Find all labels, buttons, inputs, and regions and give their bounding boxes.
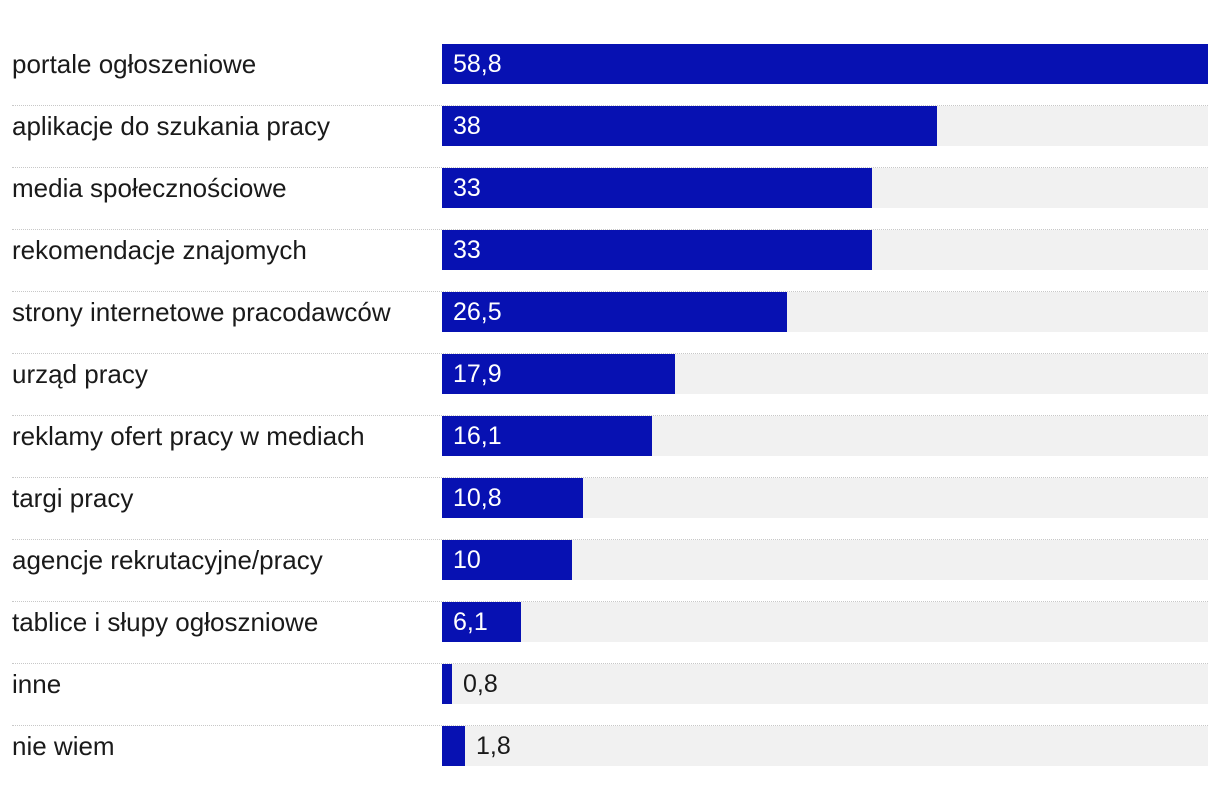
bar — [442, 44, 1208, 84]
category-label: aplikacje do szukania pracy — [12, 111, 330, 141]
bar-row: portale ogłoszeniowe 58,8 — [12, 44, 1208, 106]
bar-track: 33 — [442, 230, 1208, 270]
row-divider — [12, 353, 1208, 354]
category-label: agencje rekrutacyjne/pracy — [12, 545, 323, 575]
bar — [442, 602, 521, 642]
value-label: 58,8 — [453, 50, 502, 78]
bar-row: inne 0,8 — [12, 664, 1208, 726]
value-label: 16,1 — [453, 422, 502, 450]
bar — [442, 354, 675, 394]
category-label: media społecznościowe — [12, 173, 287, 203]
bar-track: 1,8 — [442, 726, 1208, 766]
row-divider — [12, 291, 1208, 292]
bar-track: 0,8 — [442, 664, 1208, 704]
value-label: 1,8 — [476, 732, 511, 760]
bar-track: 38 — [442, 106, 1208, 146]
row-divider — [12, 725, 1208, 726]
value-label: 33 — [453, 174, 481, 202]
value-label: 6,1 — [453, 608, 488, 636]
bar-track: 33 — [442, 168, 1208, 208]
bar — [442, 726, 465, 766]
bar-row: tablice i słupy ogłoszniowe 6,1 — [12, 602, 1208, 664]
row-divider — [12, 105, 1208, 106]
category-label: reklamy ofert pracy w mediach — [12, 421, 365, 451]
bar — [442, 416, 652, 456]
row-divider — [12, 229, 1208, 230]
bar-row: strony internetowe pracodawców 26,5 — [12, 292, 1208, 354]
value-label: 10,8 — [453, 484, 502, 512]
bar — [442, 478, 583, 518]
bar-row: media społecznościowe 33 — [12, 168, 1208, 230]
value-label: 0,8 — [463, 670, 498, 698]
value-label: 38 — [453, 112, 481, 140]
bar-track: 58,8 — [442, 44, 1208, 84]
bar-row: aplikacje do szukania pracy 38 — [12, 106, 1208, 168]
category-label: inne — [12, 669, 62, 699]
bar-row: agencje rekrutacyjne/pracy 10 — [12, 540, 1208, 602]
bar-track: 16,1 — [442, 416, 1208, 456]
category-label: strony internetowe pracodawców — [12, 297, 391, 327]
bar-row: nie wiem 1,8 — [12, 726, 1208, 788]
bar — [442, 664, 452, 704]
bar — [442, 230, 872, 270]
category-label: urząd pracy — [12, 359, 148, 389]
bar-track: 10,8 — [442, 478, 1208, 518]
bar-row: urząd pracy 17,9 — [12, 354, 1208, 416]
category-label: rekomendacje znajomych — [12, 235, 307, 265]
bar-track: 10 — [442, 540, 1208, 580]
category-label: portale ogłoszeniowe — [12, 49, 257, 79]
bar-track: 6,1 — [442, 602, 1208, 642]
bar-row: rekomendacje znajomych 33 — [12, 230, 1208, 292]
row-divider — [12, 167, 1208, 168]
bar-track: 26,5 — [442, 292, 1208, 332]
category-label: nie wiem — [12, 731, 115, 761]
row-divider — [12, 663, 1208, 664]
row-divider — [12, 477, 1208, 478]
bar — [442, 168, 872, 208]
value-label: 10 — [453, 546, 481, 574]
bar — [442, 540, 572, 580]
row-divider — [12, 539, 1208, 540]
category-label: tablice i słupy ogłoszniowe — [12, 607, 319, 637]
bar — [442, 106, 937, 146]
bar-row: reklamy ofert pracy w mediach 16,1 — [12, 416, 1208, 478]
row-divider — [12, 601, 1208, 602]
bar-row: targi pracy 10,8 — [12, 478, 1208, 540]
value-label: 17,9 — [453, 360, 502, 388]
row-divider — [12, 415, 1208, 416]
bar-track: 17,9 — [442, 354, 1208, 394]
category-label: targi pracy — [12, 483, 134, 513]
value-label: 33 — [453, 236, 481, 264]
value-label: 26,5 — [453, 298, 502, 326]
bar — [442, 292, 787, 332]
